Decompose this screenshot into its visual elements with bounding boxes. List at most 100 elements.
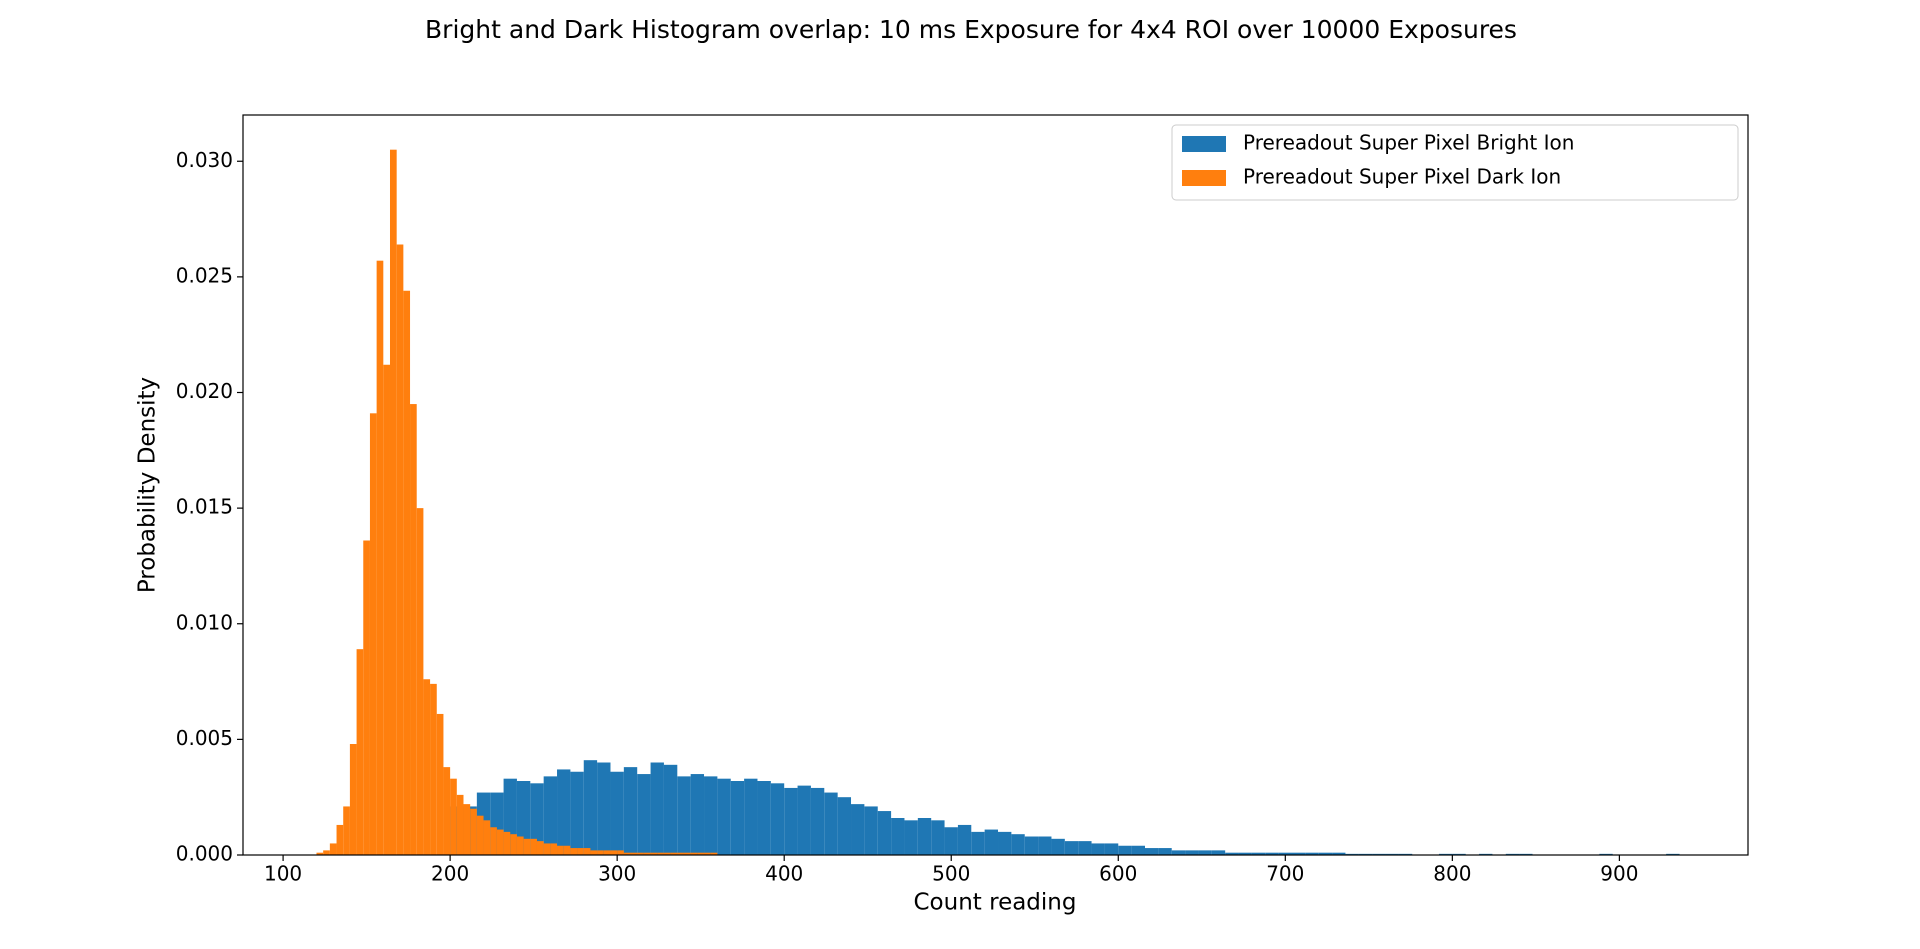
histogram-bar (891, 818, 905, 855)
histogram-bar (557, 769, 571, 855)
histogram-bar (670, 852, 678, 855)
histogram-bar (356, 649, 364, 855)
histogram-bar (550, 843, 558, 855)
histogram-bar (369, 413, 377, 855)
histogram-bar (403, 290, 411, 855)
histogram-bar (904, 820, 918, 855)
x-tick-label: 600 (1099, 862, 1137, 886)
histogram-bar (570, 771, 584, 855)
histogram-bar (597, 850, 604, 855)
histogram-bar (1265, 852, 1279, 855)
chart-title: Bright and Dark Histogram overlap: 10 ms… (425, 15, 1517, 44)
histogram-bar (851, 804, 865, 855)
y-tick-label: 0.025 (176, 263, 233, 287)
histogram-bar (677, 852, 684, 855)
histogram-bar (543, 776, 558, 855)
y-tick-label: 0.020 (176, 379, 233, 403)
histogram-bar (717, 778, 731, 855)
histogram-bar (957, 824, 972, 855)
histogram-bar (570, 848, 578, 855)
histogram-bar (1198, 850, 1212, 855)
histogram-bar (1051, 838, 1065, 855)
histogram-bar (543, 843, 551, 855)
histogram-bar (1238, 852, 1252, 855)
histogram-bar (336, 824, 344, 855)
legend-label: Prereadout Super Pixel Dark Ion (1243, 165, 1561, 189)
histogram-bar (1171, 850, 1186, 855)
x-tick-label: 500 (932, 862, 970, 886)
x-tick-label: 200 (431, 862, 469, 886)
x-tick-label: 900 (1600, 862, 1638, 886)
histogram-bar (503, 831, 511, 855)
histogram-bar (1078, 841, 1092, 855)
histogram-bar (797, 785, 811, 855)
histogram-bar (704, 776, 718, 855)
x-tick-label: 800 (1433, 862, 1471, 886)
histogram-bar (423, 679, 431, 855)
histogram-bar (430, 683, 437, 855)
histogram-bar (637, 852, 644, 855)
histogram-bar (590, 850, 598, 855)
histogram-bar (536, 841, 544, 855)
histogram-bar (998, 831, 1012, 855)
histogram-bar (757, 781, 771, 855)
y-tick-label: 0.000 (176, 842, 233, 866)
histogram-bar (1291, 852, 1306, 855)
histogram-bar (683, 852, 691, 855)
y-tick-label: 0.030 (176, 148, 233, 172)
y-tick-label: 0.015 (176, 495, 233, 519)
histogram-bar (1225, 852, 1239, 855)
histogram-bar (583, 760, 598, 855)
histogram-bar (1131, 845, 1145, 855)
histogram-bar (349, 744, 357, 855)
histogram-bar (323, 850, 330, 855)
histogram-bar (690, 774, 705, 855)
histogram-bar (389, 149, 397, 855)
legend-box (1171, 124, 1739, 201)
histogram-bar (643, 852, 651, 855)
histogram-bar (510, 834, 517, 855)
histogram-bar (496, 829, 504, 855)
histogram-bar (456, 794, 464, 855)
histogram-bar (343, 806, 350, 855)
histogram-bar (436, 713, 444, 855)
histogram-bar (663, 764, 678, 855)
histogram-bar (730, 781, 745, 855)
histogram-bar (583, 848, 591, 855)
histogram-bar (1318, 852, 1333, 855)
histogram-bar (1144, 848, 1159, 855)
histogram-bar (810, 787, 825, 855)
histogram-bar (944, 827, 958, 855)
histogram-bar (396, 244, 404, 855)
legend-swatch (1182, 170, 1226, 186)
histogram-bar (530, 783, 544, 855)
histogram-bar (917, 818, 932, 855)
histogram-bar (557, 845, 564, 855)
histogram-bar (610, 850, 618, 855)
histogram-bar (476, 815, 484, 855)
y-tick-label: 0.005 (176, 726, 233, 750)
legend-swatch (1182, 136, 1226, 152)
histogram-bar (864, 806, 878, 855)
histogram-bar (710, 852, 718, 855)
histogram-bar (623, 767, 638, 855)
histogram-bar (516, 836, 524, 855)
histogram-bar (1251, 852, 1266, 855)
histogram-series (316, 149, 718, 855)
histogram-bar (784, 787, 798, 855)
histogram-bar (877, 811, 892, 855)
legend: Prereadout Super Pixel Bright Ion Preread… (1171, 124, 1739, 201)
histogram-bar (1091, 843, 1105, 855)
histogram-bar (1158, 848, 1172, 855)
histogram-bar (603, 850, 611, 855)
legend-label: Prereadout Super Pixel Bright Ion (1243, 131, 1574, 155)
histogram-bar (663, 852, 671, 855)
histogram-bar (657, 852, 664, 855)
histogram-bar (610, 771, 624, 855)
histogram-bar (984, 829, 999, 855)
histogram-bar (376, 260, 384, 855)
histogram-bar (650, 852, 658, 855)
histogram-bar (383, 364, 390, 855)
histogram-bar (483, 820, 491, 855)
plot-frame (242, 114, 1749, 856)
